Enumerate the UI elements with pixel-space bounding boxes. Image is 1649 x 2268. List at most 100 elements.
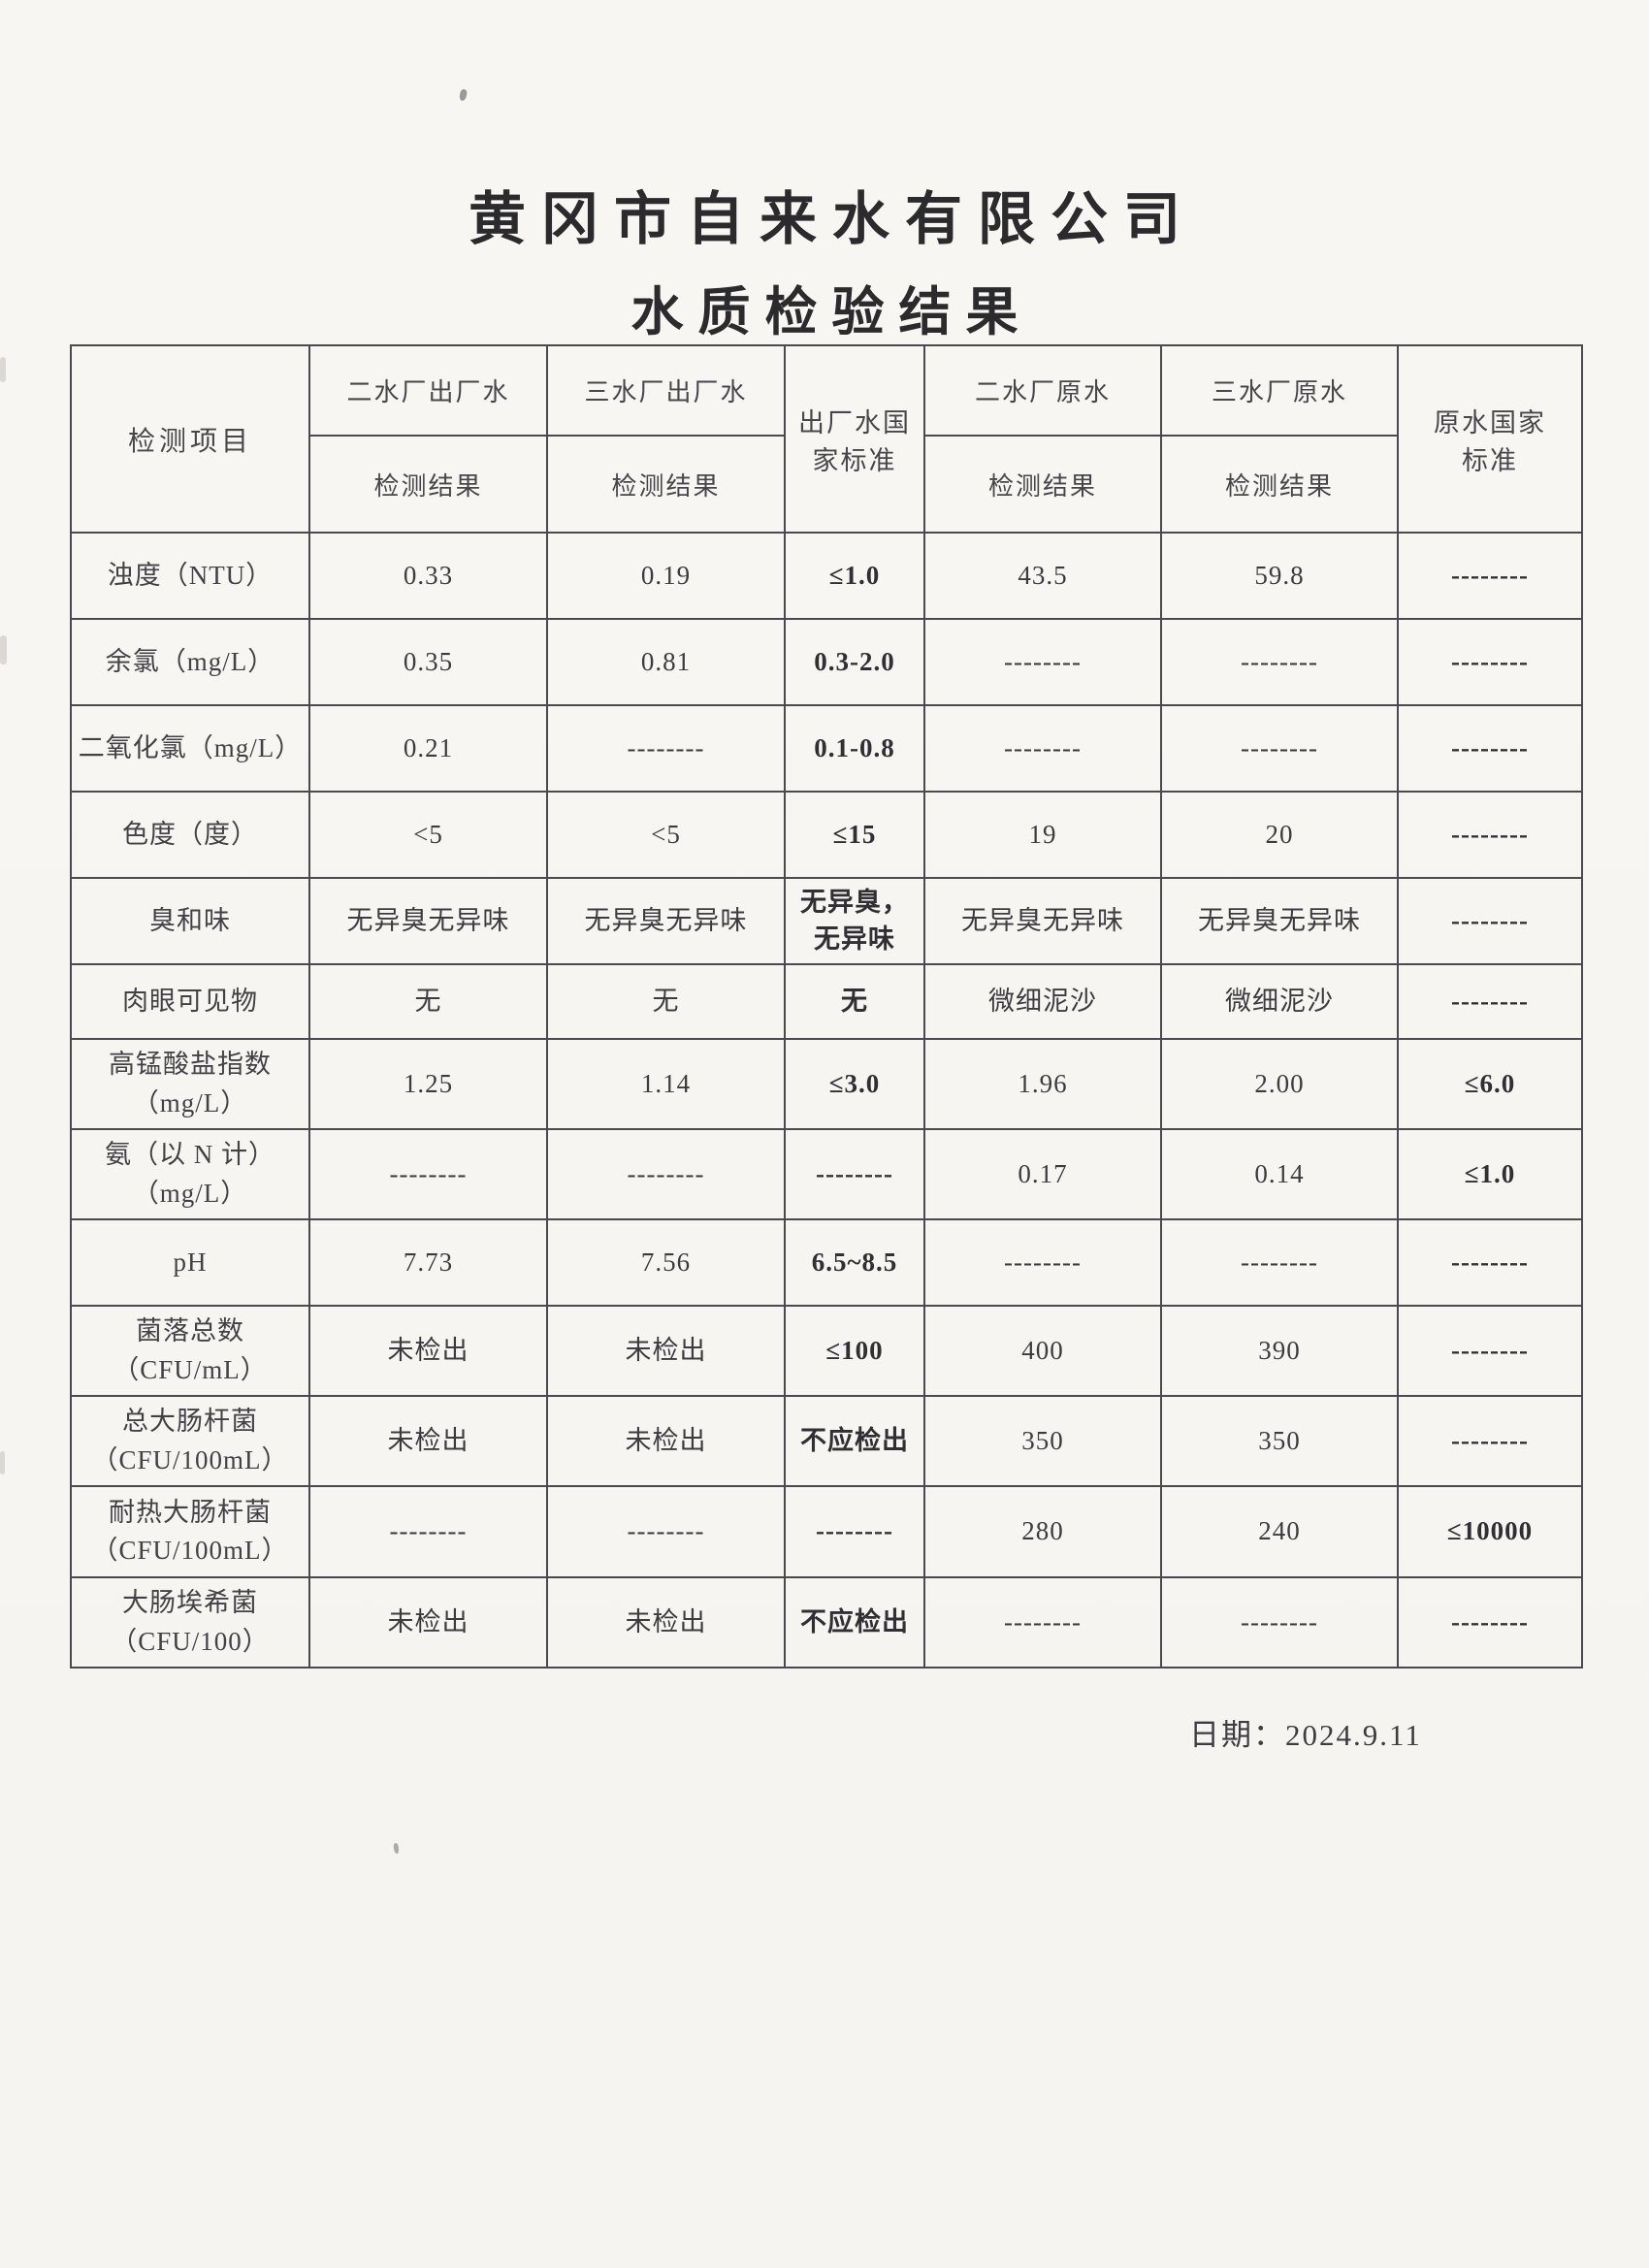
cell: --------: [1397, 618, 1583, 706]
table-row-turbidity: 浊度（NTU） 0.33 0.19 ≤1.0 43.5 59.8 -------…: [70, 532, 1583, 620]
cell: 280: [923, 1485, 1162, 1578]
header-raw-national-standard: 原水国家 标准: [1397, 344, 1583, 534]
header-outlet-national-standard: 出厂水国 家标准: [784, 344, 925, 534]
table-row-total-coliform: 总大肠杆菌 （CFU/100mL） 未检出 未检出 不应检出 350 350 -…: [70, 1395, 1583, 1487]
cell: 无异臭无异味: [1160, 877, 1399, 965]
cell: 不应检出: [784, 1395, 925, 1487]
cell: 0.81: [546, 618, 786, 706]
cell: 7.56: [546, 1218, 786, 1307]
cell: --------: [1397, 1576, 1583, 1669]
cell: 19: [923, 791, 1162, 879]
cell: 20: [1160, 791, 1399, 879]
header-plant3-raw-water: 三水厂原水: [1160, 344, 1399, 437]
cell: --------: [784, 1485, 925, 1578]
row-label: 氨（以 N 计） （mg/L）: [70, 1128, 310, 1220]
cell: --------: [308, 1485, 548, 1578]
cell: 7.73: [308, 1218, 548, 1307]
table-row-odor-taste: 臭和味 无异臭无异味 无异臭无异味 无异臭， 无异味 无异臭无异味 无异臭无异味…: [70, 877, 1583, 965]
cell: <5: [546, 791, 786, 879]
cell: --------: [1160, 1576, 1399, 1669]
cell: 无: [308, 963, 548, 1040]
row-label: 余氯（mg/L）: [70, 618, 310, 706]
cell: 1.14: [546, 1038, 786, 1130]
scan-artifact: [0, 1451, 5, 1474]
cell: --------: [546, 704, 786, 793]
cell: 无: [784, 963, 925, 1040]
cell: --------: [1397, 704, 1583, 793]
cell: 未检出: [546, 1576, 786, 1669]
cell: ≤100: [784, 1305, 925, 1397]
cell: ≤6.0: [1397, 1038, 1583, 1130]
cell: 微细泥沙: [1160, 963, 1399, 1040]
cell: 59.8: [1160, 532, 1399, 620]
cell: ≤10000: [1397, 1485, 1583, 1578]
document-title: 黄冈市自来水有限公司 水质检验结果: [0, 173, 1649, 345]
scan-artifact: [0, 635, 7, 664]
row-label: 臭和味: [70, 877, 310, 965]
row-label: 浊度（NTU）: [70, 532, 310, 620]
cell: 无: [546, 963, 786, 1040]
cell: 微细泥沙: [923, 963, 1162, 1040]
cell: 未检出: [546, 1305, 786, 1397]
cell: 未检出: [546, 1395, 786, 1487]
cell: --------: [1160, 704, 1399, 793]
cell: --------: [923, 704, 1162, 793]
cell: ≤15: [784, 791, 925, 879]
cell: 0.17: [923, 1128, 1162, 1220]
table-row-colony-count: 菌落总数 （CFU/mL） 未检出 未检出 ≤100 400 390 -----…: [70, 1305, 1583, 1397]
row-label: 色度（度）: [70, 791, 310, 879]
header-test-result-plant3-raw: 检测结果: [1160, 435, 1399, 534]
cell: 无异臭无异味: [923, 877, 1162, 965]
table-row-thermotolerant-coliform: 耐热大肠杆菌 （CFU/100mL） -------- -------- ---…: [70, 1485, 1583, 1578]
header-plant2-raw-water: 二水厂原水: [923, 344, 1162, 437]
header-plant2-outlet-water: 二水厂出厂水: [308, 344, 548, 437]
header-plant3-outlet-water: 三水厂出厂水: [546, 344, 786, 437]
cell: --------: [923, 618, 1162, 706]
cell: 无异臭， 无异味: [784, 877, 925, 965]
scan-artifact: [393, 1842, 400, 1855]
cell: 0.1-0.8: [784, 704, 925, 793]
cell: 0.14: [1160, 1128, 1399, 1220]
header-test-item: 检测项目: [70, 344, 310, 534]
table-row-residual-chlorine: 余氯（mg/L） 0.35 0.81 0.3-2.0 -------- ----…: [70, 618, 1583, 706]
water-quality-results-table: 检测项目 二水厂出厂水 三水厂出厂水 出厂水国 家标准 二水厂原水 三水厂原水 …: [70, 344, 1583, 1669]
cell: 0.33: [308, 532, 548, 620]
cell: ≤1.0: [784, 532, 925, 620]
cell: 0.19: [546, 532, 786, 620]
cell: 350: [923, 1395, 1162, 1487]
cell: 350: [1160, 1395, 1399, 1487]
row-label: 总大肠杆菌 （CFU/100mL）: [70, 1395, 310, 1487]
cell: 未检出: [308, 1395, 548, 1487]
table-row-ammonia: 氨（以 N 计） （mg/L） -------- -------- ------…: [70, 1128, 1583, 1220]
cell: ≤3.0: [784, 1038, 925, 1130]
cell: 2.00: [1160, 1038, 1399, 1130]
cell: ≤1.0: [1397, 1128, 1583, 1220]
cell: --------: [923, 1218, 1162, 1307]
table-row-e-coli: 大肠埃希菌 （CFU/100） 未检出 未检出 不应检出 -------- --…: [70, 1576, 1583, 1669]
scan-artifact: [458, 88, 469, 102]
cell: --------: [1160, 618, 1399, 706]
header-row-top: 检测项目 二水厂出厂水 三水厂出厂水 出厂水国 家标准 二水厂原水 三水厂原水 …: [70, 344, 1583, 534]
cell: 无异臭无异味: [546, 877, 786, 965]
table-row-permanganate-index: 高锰酸盐指数 （mg/L） 1.25 1.14 ≤3.0 1.96 2.00 ≤…: [70, 1038, 1583, 1130]
cell: 6.5~8.5: [784, 1218, 925, 1307]
header-test-result-plant2-raw: 检测结果: [923, 435, 1162, 534]
table-row-visible-matter: 肉眼可见物 无 无 无 微细泥沙 微细泥沙 --------: [70, 963, 1583, 1040]
cell: 390: [1160, 1305, 1399, 1397]
cell: 1.25: [308, 1038, 548, 1130]
cell: --------: [1397, 1395, 1583, 1487]
company-name-title: 黄冈市自来水有限公司: [468, 187, 1196, 251]
report-subtitle: 水质检验结果: [630, 283, 1033, 341]
cell: 0.21: [308, 704, 548, 793]
header-row-sub: 检测结果 检测结果 检测结果 检测结果: [71, 435, 1582, 534]
cell: 400: [923, 1305, 1162, 1397]
cell: 未检出: [308, 1576, 548, 1669]
cell: --------: [1397, 791, 1583, 879]
cell: --------: [784, 1128, 925, 1220]
cell: 240: [1160, 1485, 1399, 1578]
cell: --------: [308, 1128, 548, 1220]
row-label: 二氧化氯（mg/L）: [70, 704, 310, 793]
cell: 无异臭无异味: [308, 877, 548, 965]
cell: --------: [1160, 1218, 1399, 1307]
